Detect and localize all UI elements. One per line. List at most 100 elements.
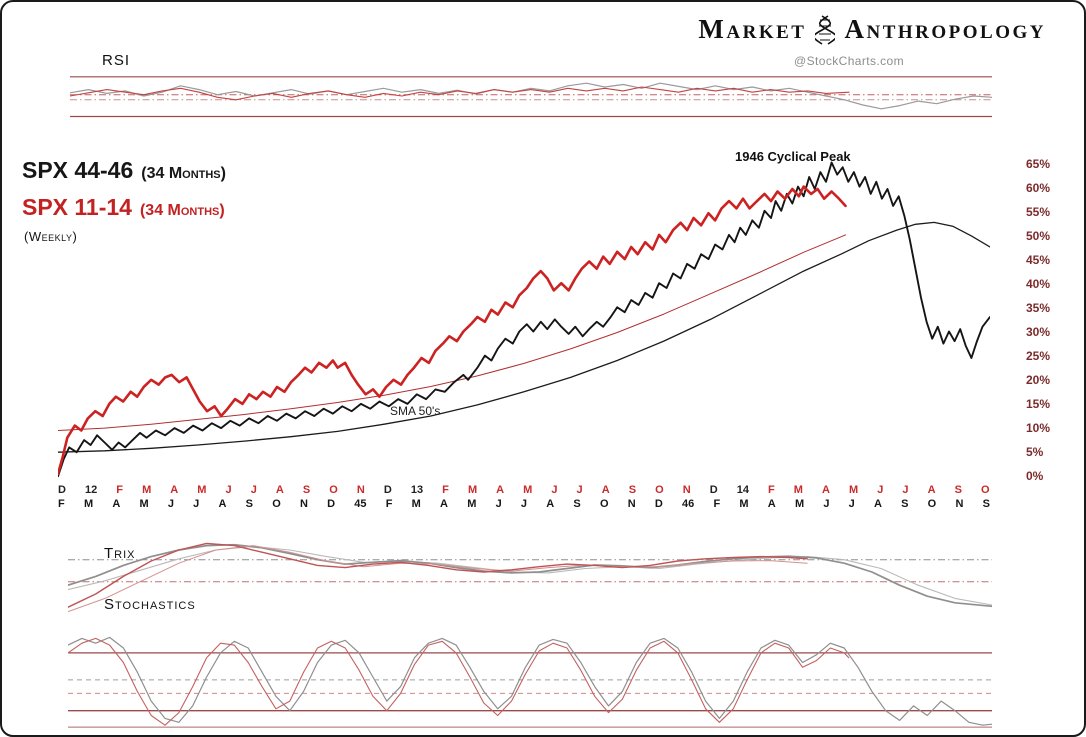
series-title-black-name: SPX 44-46	[22, 157, 134, 183]
x-axis-tick-black: D	[654, 498, 663, 510]
x-axis-tick-red: N	[356, 484, 365, 496]
trix-panel-chart	[68, 542, 992, 613]
x-axis-tick-red: N	[682, 484, 691, 496]
stoch-red	[68, 637, 850, 726]
x-axis-tick-red: F	[442, 484, 449, 496]
rsi-panel-label: RSI	[102, 52, 131, 69]
x-axis-tick-black: J	[823, 498, 830, 510]
x-axis-tick-black: S	[245, 498, 253, 510]
spx-44-46	[58, 161, 990, 478]
y-axis-tick: 50%	[1026, 229, 1051, 243]
trix-gray	[68, 543, 992, 608]
sma50-red	[58, 234, 846, 431]
y-axis-tick: 30%	[1026, 325, 1051, 339]
x-axis-tick-black: A	[440, 498, 448, 510]
x-axis-tick-black: J	[495, 498, 502, 510]
x-axis-tick-black: J	[167, 498, 174, 510]
x-axis-tick-red: A	[170, 484, 179, 496]
x-axis-tick-red: 13	[410, 484, 424, 496]
y-axis-tick: 0%	[1026, 469, 1044, 483]
x-axis-tick-black: O	[599, 498, 609, 510]
x-axis-tick-black: A	[546, 498, 555, 510]
frequency-label: (Weekly)	[24, 229, 78, 244]
x-axis-tick-red: F	[116, 484, 124, 496]
x-axis-tick-red: A	[927, 484, 936, 496]
x-axis-tick-black: O	[927, 498, 937, 510]
x-axis-tick-red: A	[496, 484, 505, 496]
stochastics-panel-label: Stochastics	[104, 596, 196, 613]
x-axis-tick-red: D	[58, 484, 66, 496]
x-axis-tick-black: M	[467, 498, 477, 510]
brand-word-anthropology: Anthropology	[844, 14, 1046, 44]
x-axis-tick-black: M	[139, 498, 149, 510]
x-axis-tick-black: S	[982, 498, 990, 510]
peak-annotation: 1946 Cyclical Peak	[735, 149, 851, 164]
rsi-1944-1946	[70, 82, 992, 110]
x-axis-tick-black: F	[713, 498, 721, 510]
x-axis-tick-black: A	[767, 498, 776, 510]
x-axis-tick-red: J	[225, 484, 232, 496]
x-axis-tick-red: S	[302, 484, 311, 496]
y-axis-tick: 20%	[1026, 373, 1051, 387]
x-axis-tick-black: A	[873, 498, 882, 510]
y-axis-tick: 35%	[1026, 301, 1051, 315]
series-title-black: SPX 44-46 (34 Months)	[22, 157, 226, 184]
x-axis-tick-red: 12	[85, 484, 98, 496]
x-axis-tick-black: S	[901, 498, 909, 510]
trix-red-signal	[68, 545, 808, 613]
x-axis-tick-black: M	[83, 498, 94, 510]
brand-header: Market Anthropology	[698, 14, 1046, 45]
y-axis-tick: 65%	[1026, 157, 1051, 171]
series-title-red-sub: (34 Months)	[139, 202, 225, 219]
y-axis-labels: 65% 60% 55% 50% 45% 40% 35% 30% 25% 20% 15% 10% 5% 0%	[1026, 157, 1074, 483]
x-axis-tick-red: J	[250, 484, 257, 496]
x-axis-tick-black: D	[327, 498, 336, 510]
y-axis-tick: 55%	[1026, 205, 1051, 219]
x-axis-red-months: D 12 F M A M J J A S O N D 13 F M A M J J A S O N D 14 F M A M J J A S O	[58, 484, 990, 497]
y-axis-tick: 5%	[1026, 445, 1044, 459]
x-axis-tick-red: A	[601, 484, 610, 496]
y-axis-tick: 15%	[1026, 397, 1051, 411]
x-axis-tick-black: M	[411, 498, 421, 510]
x-axis-black-months: F M A M J J A S O N D 45 F M A M J J A S O N D 46 F M A M J J A S O N S	[58, 498, 990, 511]
trix-red	[68, 542, 808, 608]
x-axis-tick-black: O	[272, 498, 281, 510]
y-axis-tick: 45%	[1026, 253, 1051, 267]
x-axis-tick-black: F	[58, 498, 65, 510]
x-axis-tick-black: N	[627, 498, 636, 510]
y-axis-tick: 10%	[1026, 421, 1051, 435]
x-axis-tick-red: 14	[736, 484, 749, 496]
series-title-black-sub: (34 Months)	[141, 165, 226, 182]
x-axis-tick-black: N	[299, 498, 308, 510]
x-axis-tick-black: 46	[682, 498, 695, 510]
x-axis-tick-black: S	[573, 498, 581, 510]
spx-11-14	[58, 185, 847, 476]
x-axis-tick-red: M	[467, 484, 478, 496]
y-axis-tick: 40%	[1026, 277, 1051, 291]
dna-icon	[815, 14, 836, 45]
stockcharts-credit: @StockCharts.com	[794, 54, 904, 68]
stochastics-panel-chart	[68, 636, 992, 728]
x-axis-tick-black: M	[739, 498, 749, 510]
x-axis-tick-black: J	[848, 498, 855, 510]
y-axis-tick: 60%	[1026, 181, 1051, 195]
x-axis-tick-black: F	[385, 498, 393, 510]
x-axis-tick-red: O	[329, 484, 338, 496]
series-title-red: SPX 11-14 (34 Months)	[22, 194, 225, 221]
x-axis-tick-black: N	[955, 498, 964, 510]
x-axis-tick-black: J	[193, 498, 200, 510]
x-axis-tick-black: J	[520, 498, 528, 510]
x-axis-tick-red: O	[980, 484, 990, 496]
x-axis-tick-red: J	[551, 484, 558, 496]
x-axis-tick-black: 45	[354, 498, 367, 510]
x-axis-tick-black: A	[112, 498, 121, 510]
x-axis-tick-red: D	[383, 484, 392, 496]
sma-annotation: SMA 50's	[390, 404, 441, 418]
sma50-black	[58, 221, 990, 453]
rsi-2011-2014	[70, 86, 850, 101]
y-axis-tick: 25%	[1026, 349, 1051, 363]
x-axis-tick-red: S	[954, 484, 962, 496]
series-title-red-name: SPX 11-14	[22, 194, 132, 220]
x-axis-tick-red: O	[655, 484, 664, 496]
